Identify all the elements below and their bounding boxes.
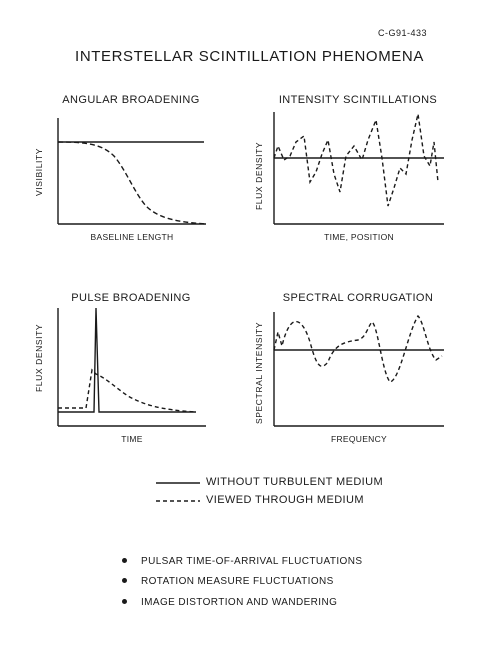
legend-dashed-swatch	[156, 500, 200, 502]
bullet-item: ROTATION MEASURE FLUCTUATIONS	[122, 576, 334, 587]
bullet-text: IMAGE DISTORTION AND WANDERING	[141, 597, 338, 608]
angular-broadening-title: ANGULAR BROADENING	[62, 94, 200, 106]
bullet-text: PULSAR TIME-OF-ARRIVAL FLUCTUATIONS	[141, 556, 363, 567]
bullet-dot-icon	[122, 557, 127, 563]
bullet-dot-icon	[122, 598, 127, 604]
spectral-corrugation-xlabel: FREQUENCY	[330, 434, 388, 444]
bullet-item: IMAGE DISTORTION AND WANDERING	[122, 597, 337, 608]
legend-solid-label: WITHOUT TURBULENT MEDIUM	[206, 476, 384, 488]
dashed-curve	[273, 113, 439, 207]
pulse-broadening-xlabel: TIME	[121, 434, 143, 444]
angular-broadening-xlabel: BASELINE LENGTH	[90, 232, 174, 242]
spectral-corrugation-ylabel: SPECTRAL INTENSITY	[254, 321, 264, 424]
pulse-broadening-title: PULSE BROADENING	[71, 292, 191, 304]
spectral-corrugation-plot	[273, 312, 444, 427]
page-title: INTERSTELLAR SCINTILLATION PHENOMENA	[75, 48, 424, 65]
solid-curve	[58, 307, 196, 413]
bullet-text: ROTATION MEASURE FLUCTUATIONS	[141, 576, 334, 587]
dashed-curve	[273, 314, 443, 383]
intensity-scintillations-title: INTENSITY SCINTILLATIONS	[278, 94, 438, 106]
intensity-scintillations-plot	[273, 112, 444, 225]
spectral-corrugation-title: SPECTRAL CORRUGATION	[282, 292, 434, 304]
bullet-dot-icon	[122, 577, 127, 583]
pulse-broadening-ylabel: FLUX DENSITY	[34, 323, 44, 392]
document-code: C-G91-433	[378, 28, 428, 38]
angular-broadening-ylabel: VISIBILITY	[34, 147, 44, 196]
bullet-item: PULSAR TIME-OF-ARRIVAL FLUCTUATIONS	[122, 556, 362, 567]
legend-solid-swatch	[156, 482, 200, 484]
dashed-curve	[57, 141, 207, 225]
intensity-scintillations-xlabel: TIME, POSITION	[324, 232, 394, 242]
pulse-broadening-plot	[57, 307, 206, 427]
angular-broadening-plot	[57, 118, 207, 225]
intensity-scintillations-ylabel: FLUX DENSITY	[254, 141, 264, 210]
dashed-curve	[58, 368, 197, 413]
legend-dashed-label: VIEWED THROUGH MEDIUM	[206, 494, 364, 506]
